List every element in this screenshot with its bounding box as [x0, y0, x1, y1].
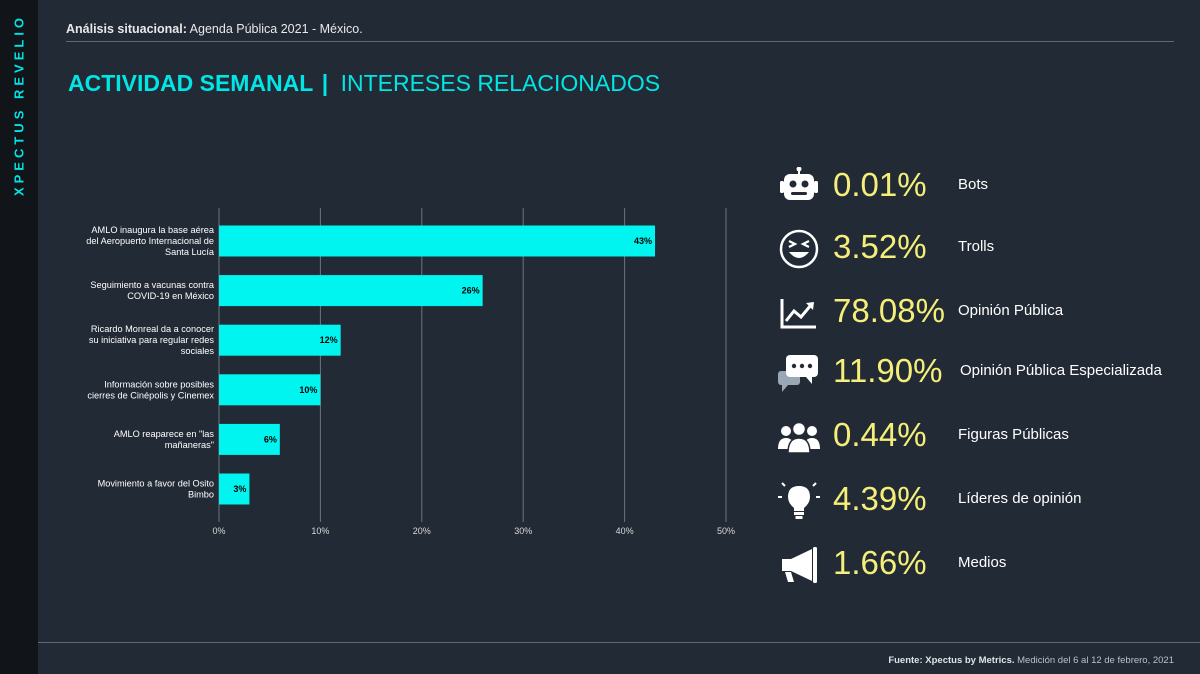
category-label: Santa Lucía [165, 247, 215, 257]
x-tick-label: 40% [616, 526, 634, 536]
category-label: COVID-19 en México [127, 291, 214, 301]
category-label: del Aeropuerto Internacional de [86, 236, 214, 246]
stat-value: 3.52% [833, 228, 927, 265]
category-label: AMLO reaparece en "las [114, 429, 215, 439]
category-label: Seguimiento a vacunas contra [90, 280, 214, 290]
footer-source-label: Fuente: Xpectus by Metrics. [888, 655, 1015, 666]
header-line: Análisis situacional: Agenda Pública 202… [66, 22, 363, 36]
stat-row-lideres: 4.39% Líderes de opinión [776, 474, 1186, 528]
bar [219, 473, 250, 505]
stat-row-opinion-especializada: 11.90% Opinión Pública Especializada [776, 346, 1186, 400]
data-label: 6% [264, 434, 277, 444]
megaphone-icon [776, 545, 822, 585]
header-label: Análisis situacional: [66, 22, 187, 36]
x-tick-label: 30% [514, 526, 532, 536]
bar [219, 275, 483, 307]
stat-row-opinion-publica: 78.08% Opinión Pública [776, 286, 1186, 340]
bottom-divider [38, 642, 1200, 643]
stat-value: 78.08% [833, 292, 945, 329]
stat-row-bots: 0.01% Bots [776, 160, 1186, 214]
category-label: AMLO inaugura la base aérea [91, 225, 214, 235]
title-main: ACTIVIDAD SEMANAL [68, 70, 314, 96]
stat-value: 0.44% [833, 416, 927, 453]
lightbulb-icon [776, 481, 822, 521]
bar [219, 324, 341, 356]
x-tick-label: 50% [717, 526, 735, 536]
category-label: su iniciativa para regular redes [89, 335, 215, 345]
category-label: Bimbo [188, 490, 214, 500]
stat-row-figuras-publicas: 0.44% Figuras Públicas [776, 410, 1186, 464]
chat-bubbles-icon [776, 353, 822, 393]
category-label: cierres de Cinépolis y Cinemex [87, 390, 214, 400]
stat-label: Trolls [958, 238, 995, 255]
stat-label: Medios [958, 554, 1007, 571]
x-tick-label: 20% [413, 526, 431, 536]
category-label: Movimiento a favor del Osito [98, 479, 214, 489]
stat-label: Figuras Públicas [958, 426, 1069, 443]
x-tick-label: 0% [212, 526, 225, 536]
stat-label: Bots [958, 176, 989, 193]
robot-icon [776, 166, 822, 207]
bar [219, 374, 321, 406]
category-label: sociales [181, 346, 215, 356]
title-sub: INTERESES RELACIONADOS [340, 70, 661, 96]
trend-chart-icon [776, 293, 822, 333]
category-label: Ricardo Monreal da a conocer [91, 324, 214, 334]
stat-value: 4.39% [833, 480, 927, 517]
stat-label: Opinión Pública [958, 302, 1064, 319]
stat-row-trolls: 3.52% Trolls [776, 222, 1186, 276]
stat-value: 1.66% [833, 544, 927, 581]
bar-chart: 0% 10% 20% 30% 40% 50% 43% AMLO inaugura la bas… [86, 208, 735, 536]
x-tick-label: 10% [311, 526, 329, 536]
stat-label: Líderes de opinión [958, 490, 1082, 507]
header-text: Agenda Pública 2021 - México. [189, 22, 363, 36]
stat-value: 11.90% [833, 352, 943, 389]
bar [219, 423, 280, 455]
bar [219, 225, 656, 257]
data-label: 26% [462, 286, 480, 296]
category-label: Información sobre posibles [104, 379, 214, 389]
data-label: 12% [320, 335, 338, 345]
footer-text: Medición del 6 al 12 de febrero, 2021 [1017, 655, 1174, 666]
footer-source: Fuente: Xpectus by Metrics. Medición del… [888, 655, 1174, 666]
page-title: ACTIVIDAD SEMANAL | INTERESES RELACIONAD… [68, 70, 660, 97]
stat-row-medios: 1.66% Medios [776, 538, 1186, 592]
data-label: 3% [233, 484, 246, 494]
stat-label: Opinión Pública Especializada [960, 362, 1162, 379]
data-label: 43% [634, 236, 652, 246]
laughing-face-icon [776, 229, 822, 269]
side-strip: XPECTUS REVELIO [0, 0, 38, 674]
data-label: 10% [299, 385, 317, 395]
category-label: mañaneras" [165, 440, 214, 450]
stat-value: 0.01% [833, 166, 927, 203]
title-separator: | [321, 70, 329, 96]
top-divider [66, 41, 1174, 42]
group-people-icon [776, 417, 822, 457]
